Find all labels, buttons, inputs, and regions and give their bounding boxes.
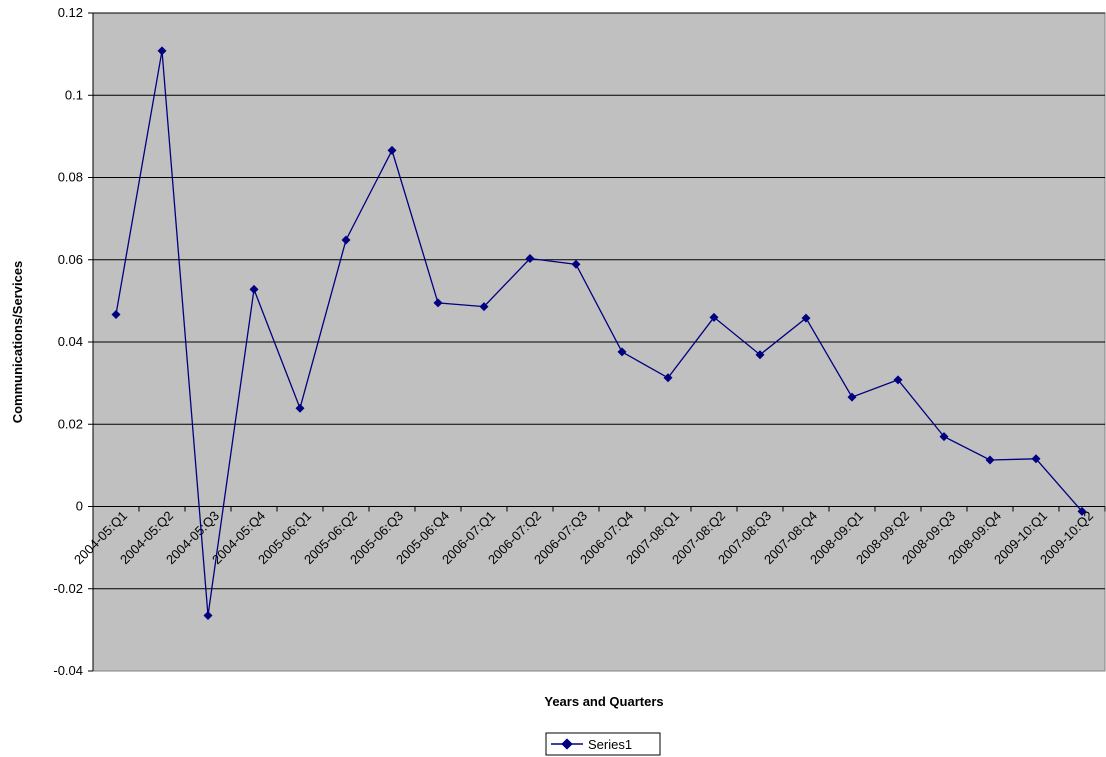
y-tick-label: 0.06 [58,252,83,267]
data-point [893,375,903,385]
y-tick-label: 0 [76,499,83,514]
data-point [295,403,305,413]
data-point [755,350,765,360]
y-tick-label: -0.04 [53,663,83,678]
legend: Series1 [545,732,661,756]
data-point [157,46,167,56]
data-point [1031,454,1041,464]
data-point [985,455,995,465]
data-point [249,284,259,294]
y-tick-label: 0.04 [58,334,83,349]
data-point [617,347,627,357]
data-point [111,309,121,319]
data-point [663,373,673,383]
series-layer [111,46,1087,620]
x-axis-title: Years and Quarters [544,694,663,709]
y-tick-label: 0.08 [58,170,83,185]
legend-box [545,732,661,756]
series-line [115,50,1083,616]
legend-label-series1: Series1 [588,737,632,752]
data-point [801,313,811,323]
data-point [847,392,857,402]
data-point [433,298,443,308]
data-point [939,432,949,442]
y-tick-label: 0.1 [65,87,83,102]
y-tick-label: 0.12 [58,5,83,20]
data-point [341,235,351,245]
y-axis-title: Communications/Services [10,261,25,424]
data-point [525,254,535,264]
data-point [479,302,489,312]
legend-marker [561,738,573,750]
data-point [709,312,719,322]
data-point [203,610,213,620]
data-point [571,259,581,269]
y-tick-label: 0.02 [58,416,83,431]
data-point [387,145,397,155]
y-tick-label: -0.02 [53,581,83,596]
data-point [1077,506,1087,516]
